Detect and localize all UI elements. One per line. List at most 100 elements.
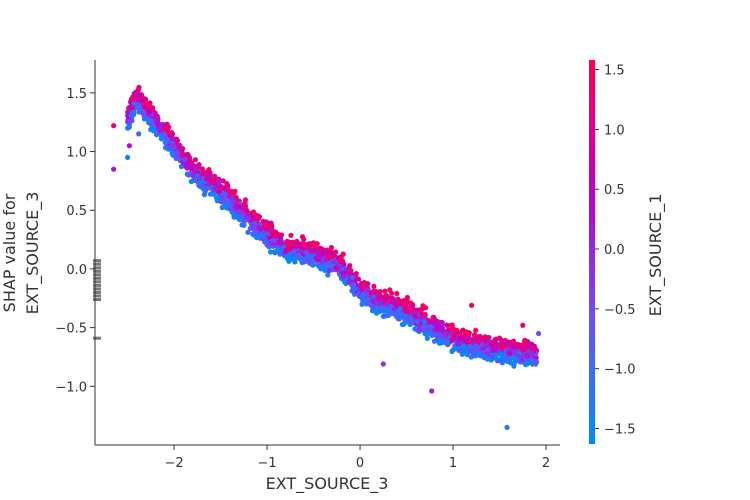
data-point: [404, 298, 410, 304]
data-point: [377, 308, 383, 314]
data-point: [125, 109, 131, 115]
data-point: [285, 244, 291, 250]
x-axis-ticks: −2 −1 0 1 2: [164, 445, 550, 471]
data-point: [291, 248, 297, 254]
data-point: [131, 101, 137, 107]
data-point: [339, 258, 346, 264]
data-point: [252, 229, 258, 235]
data-point: [326, 268, 332, 274]
data-point: [438, 326, 445, 332]
data-point: [421, 319, 427, 325]
data-point: [194, 173, 201, 179]
data-point: [210, 191, 216, 197]
data-point: [371, 283, 377, 289]
colorbar-label: EXT_SOURCE_1: [646, 194, 666, 317]
data-point-outlier: [469, 302, 475, 308]
missing-value-marker: [93, 266, 101, 270]
data-point: [455, 341, 461, 347]
data-point: [507, 346, 513, 352]
data-point: [468, 337, 474, 343]
data-point-outlier: [126, 143, 132, 149]
x-axis-label: EXT_SOURCE_3: [266, 474, 389, 494]
data-point: [313, 255, 319, 262]
data-point: [359, 286, 365, 293]
data-point: [377, 289, 383, 295]
data-point: [394, 290, 400, 297]
data-point: [323, 250, 329, 256]
data-point: [163, 140, 169, 146]
data-point: [192, 176, 198, 182]
data-point: [233, 205, 239, 211]
data-point: [220, 178, 226, 184]
y-axis-label-line2: EXT_SOURCE_3: [23, 192, 43, 315]
data-point: [466, 348, 472, 354]
data-point: [394, 301, 400, 307]
data-point: [520, 347, 526, 353]
data-point: [147, 100, 153, 106]
data-point: [136, 109, 142, 115]
data-point: [271, 237, 277, 243]
colorbar-ticks: −1.5 −1.0 −0.5 0.0 0.5 1.0 1.5: [595, 64, 636, 437]
data-point: [508, 342, 514, 348]
data-point: [178, 163, 184, 170]
data-point: [365, 286, 371, 292]
data-point: [410, 302, 416, 308]
data-point: [372, 289, 378, 295]
data-point: [284, 254, 291, 260]
missing-value-markers: [93, 259, 101, 340]
data-point: [522, 338, 528, 344]
data-point: [169, 131, 176, 137]
data-point: [376, 301, 382, 307]
y-tick-label: 0.5: [66, 204, 87, 219]
x-tick-label: 1: [449, 456, 457, 471]
data-point: [242, 197, 248, 203]
data-point-outlier: [536, 330, 542, 337]
data-point: [361, 280, 367, 286]
data-point: [264, 219, 270, 225]
data-point: [127, 119, 133, 125]
data-point: [449, 337, 455, 343]
data-point: [385, 312, 391, 319]
y-tick-label: −0.5: [55, 322, 87, 337]
data-point: [325, 272, 331, 278]
data-point: [277, 234, 283, 241]
data-point: [491, 347, 497, 353]
data-point: [508, 355, 514, 361]
data-point: [239, 210, 245, 216]
data-point: [499, 354, 505, 360]
data-point: [173, 154, 179, 160]
missing-value-marker: [93, 290, 101, 294]
colorbar-tick-label: 1.5: [604, 64, 625, 79]
data-point: [214, 194, 220, 201]
data-point: [131, 109, 137, 115]
y-tick-label: −1.0: [55, 380, 87, 395]
data-point: [300, 241, 307, 247]
x-tick-label: −1: [257, 456, 276, 471]
data-point: [384, 302, 390, 308]
data-point: [432, 332, 438, 338]
colorbar-tick-label: −1.5: [604, 422, 636, 437]
data-point: [216, 189, 222, 195]
data-point: [204, 176, 210, 182]
data-point: [453, 346, 460, 352]
data-point: [382, 288, 388, 294]
data-point: [201, 192, 207, 198]
data-point: [480, 353, 487, 359]
data-point: [128, 113, 134, 119]
data-point: [424, 335, 430, 341]
data-point: [388, 304, 394, 310]
data-point: [419, 311, 425, 317]
colorbar-tick-label: 0.0: [604, 243, 625, 258]
data-point: [424, 323, 431, 330]
data-point: [412, 313, 418, 319]
data-point: [445, 327, 452, 333]
data-point: [462, 349, 468, 355]
data-point: [445, 339, 451, 345]
missing-value-marker: [93, 287, 101, 291]
data-point: [449, 322, 455, 328]
x-tick-label: −2: [164, 456, 183, 471]
data-point: [439, 321, 445, 327]
data-point: [405, 315, 411, 321]
data-point: [333, 259, 339, 265]
data-point: [184, 171, 190, 177]
